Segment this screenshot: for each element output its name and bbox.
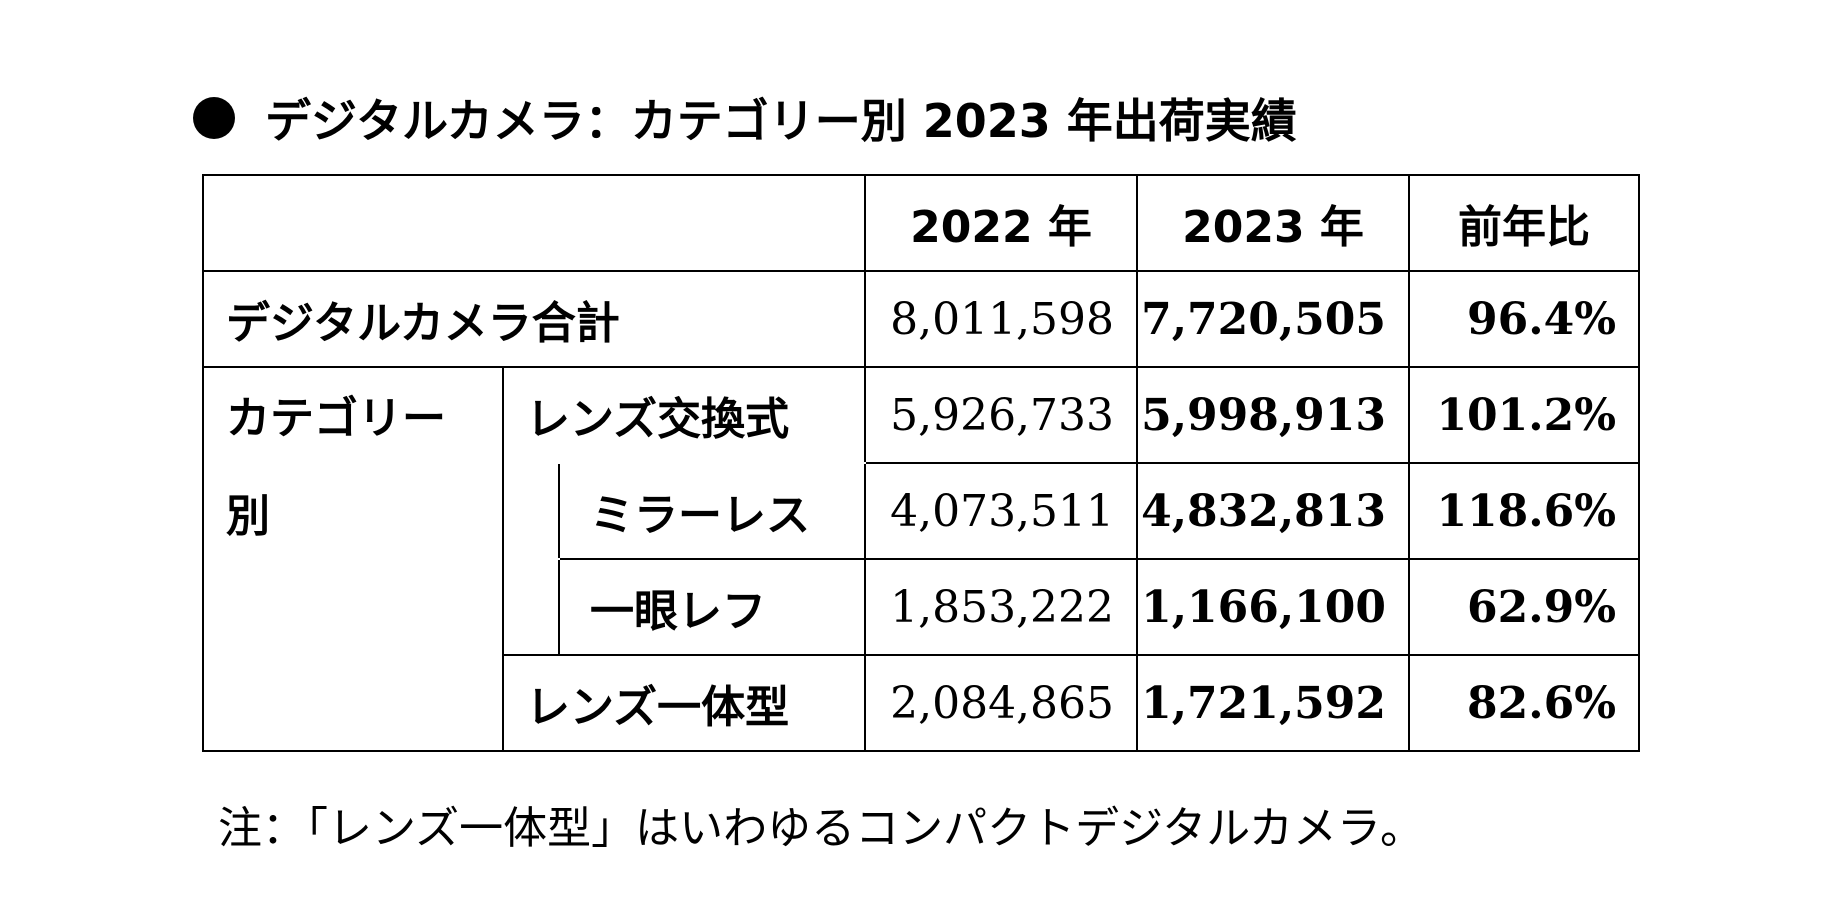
category-label-line1: カテゴリー (226, 393, 446, 444)
table-title: デジタルカメラ：カテゴリー別 2023 年出荷実績 (193, 88, 1297, 148)
table-row-mirrorless: ミラーレス 4,073,511 4,832,813 118.6% (203, 462, 1641, 560)
slr-2023: 1,166,100 (1136, 558, 1411, 656)
total-yoy: 96.4% (1408, 270, 1641, 368)
total-2022: 8,011,598 (864, 270, 1139, 368)
indent-spacer (502, 462, 560, 560)
interchangeable-2023: 5,998,913 (1136, 366, 1411, 464)
integrated-2023: 1,721,592 (1136, 654, 1411, 752)
total-label: デジタルカメラ合計 (201, 270, 867, 368)
integrated-yoy: 82.6% (1408, 654, 1641, 752)
interchangeable-yoy: 101.2% (1408, 366, 1641, 464)
mirrorless-yoy: 118.6% (1408, 462, 1641, 560)
integrated-2022: 2,084,865 (864, 654, 1139, 752)
table-row-total: デジタルカメラ合計 8,011,598 7,720,505 96.4% (201, 270, 1641, 368)
table-row-integrated: レンズ一体型 2,084,865 1,721,592 82.6% (203, 654, 1641, 752)
table-row-slr: 一眼レフ 1,853,222 1,166,100 62.9% (203, 558, 1641, 656)
slr-label: 一眼レフ (557, 558, 867, 656)
shipment-table: 2022 年 2023 年 前年比 デジタルカメラ合計 8,011,598 7,… (201, 174, 1641, 752)
slr-yoy: 62.9% (1408, 558, 1641, 656)
integrated-label: レンズ一体型 (501, 654, 867, 752)
indent-spacer (502, 558, 560, 656)
header-yoy: 前年比 (1408, 174, 1641, 272)
category-label-line2: 別 (226, 491, 270, 542)
bullet-icon (193, 97, 235, 139)
category-label-cell: カテゴリー 別 (202, 366, 504, 752)
table-row-interchangeable: カテゴリー 別 レンズ交換式 5,926,733 5,998,913 101.2… (202, 366, 1641, 752)
interchangeable-label: レンズ交換式 (501, 366, 867, 464)
table-title-text: デジタルカメラ：カテゴリー別 2023 年出荷実績 (265, 94, 1297, 148)
mirrorless-label: ミラーレス (557, 462, 867, 560)
total-2023: 7,720,505 (1136, 270, 1411, 368)
footnote: 注：「レンズ一体型」はいわゆるコンパクトデジタルカメラ。 (218, 803, 1425, 854)
mirrorless-2022: 4,073,511 (864, 462, 1139, 560)
header-2022: 2022 年 (864, 174, 1139, 272)
header-row: 2022 年 2023 年 前年比 (201, 174, 1641, 272)
header-2023: 2023 年 (1136, 174, 1411, 272)
slr-2022: 1,853,222 (864, 558, 1139, 656)
interchangeable-2022: 5,926,733 (864, 366, 1139, 464)
header-blank-cell (201, 174, 867, 272)
mirrorless-2023: 4,832,813 (1136, 462, 1411, 560)
